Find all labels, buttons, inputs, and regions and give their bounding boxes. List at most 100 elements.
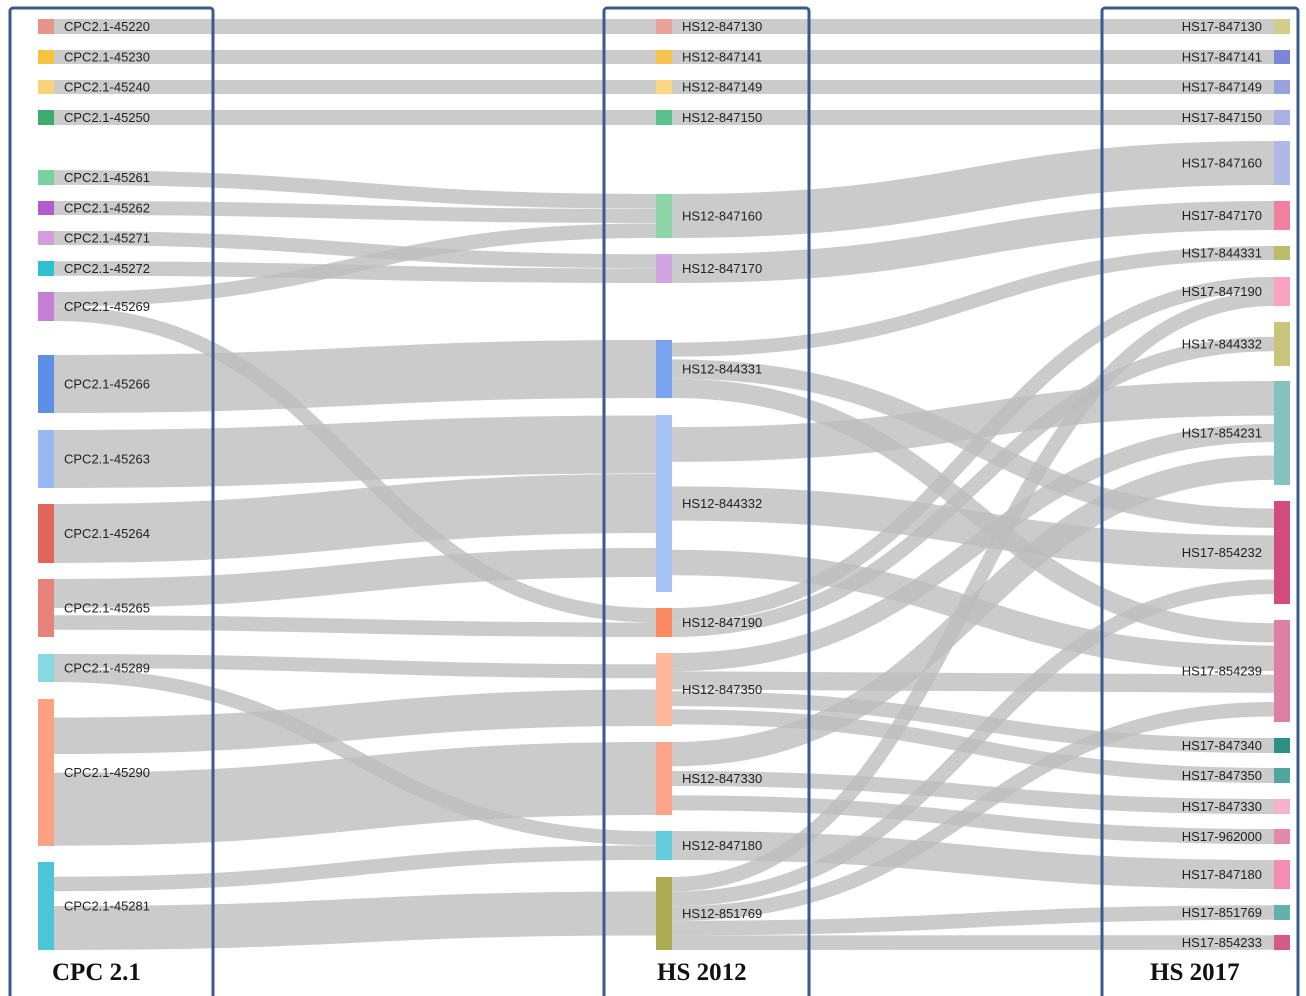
link-c45265-h847190 — [53, 615, 657, 637]
node-label-s847150: HS17-847150 — [1182, 110, 1262, 125]
node-c45262 — [38, 201, 54, 215]
node-s854231 — [1274, 381, 1290, 485]
link-h847350-s854239 — [671, 671, 1275, 693]
node-label-h847180: HS12-847180 — [682, 838, 762, 853]
link-c45262-h847160 — [53, 201, 657, 223]
node-c45230 — [38, 50, 54, 64]
link-h847190-s844332 — [671, 336, 1275, 637]
node-label-c45266: CPC2.1-45266 — [64, 377, 150, 392]
node-s847330 — [1274, 799, 1290, 814]
link-c45263-h844332 — [53, 415, 657, 488]
node-s844332 — [1274, 322, 1290, 366]
node-label-s847180: HS17-847180 — [1182, 867, 1262, 882]
link-h851769-s854239 — [671, 701, 1275, 921]
node-label-s847141: HS17-847141 — [1182, 50, 1262, 65]
link-c45265-h844332 — [53, 548, 657, 608]
node-label-h847130: HS12-847130 — [682, 19, 762, 34]
node-s854232 — [1274, 501, 1290, 604]
column-titles: CPC 2.1 HS 2012 HS 2017 — [52, 959, 1240, 986]
column-title-cpc: CPC 2.1 — [52, 959, 141, 986]
column-frames — [8, 6, 1300, 996]
node-label-h847190: HS12-847190 — [682, 615, 762, 630]
node-s847130 — [1274, 19, 1290, 34]
link-h844331-s854239 — [671, 378, 1275, 643]
node-c45266 — [38, 355, 54, 413]
link-h847350-s847340 — [671, 691, 1275, 753]
node-s847141 — [1274, 50, 1290, 64]
node-label-s854233: HS17-854233 — [1182, 935, 1262, 950]
node-s847340 — [1274, 738, 1290, 753]
node-s847150 — [1274, 110, 1290, 125]
node-label-s847149: HS17-847149 — [1182, 80, 1262, 95]
node-label-c45263: CPC2.1-45263 — [64, 452, 150, 467]
link-h844332-s854232 — [671, 486, 1275, 570]
link-h847330-s847330 — [671, 771, 1275, 814]
node-label-h847141: HS12-847141 — [682, 50, 762, 65]
node-label-c45264: CPC2.1-45264 — [64, 526, 150, 541]
node-c45271 — [38, 231, 54, 245]
node-label-c45269: CPC2.1-45269 — [64, 299, 150, 314]
node-label-s847130: HS17-847130 — [1182, 19, 1262, 34]
node-h847149 — [656, 80, 672, 94]
link-c45264-h844332 — [53, 474, 657, 563]
node-h847180 — [656, 831, 672, 860]
node-h847160 — [656, 194, 672, 238]
link-c45289-h847350 — [53, 654, 657, 679]
node-label-s847190: HS17-847190 — [1182, 284, 1262, 299]
node-h847141 — [656, 50, 672, 64]
node-s847190 — [1274, 277, 1290, 306]
node-h847170 — [656, 254, 672, 283]
link-c45261-h847160 — [53, 170, 657, 209]
node-s854239 — [1274, 620, 1290, 722]
node-label-c45230: CPC2.1-45230 — [64, 50, 150, 65]
node-c45289 — [38, 654, 54, 682]
node-c45290 — [38, 699, 54, 846]
node-label-h847170: HS12-847170 — [682, 261, 762, 276]
node-c45265 — [38, 579, 54, 637]
node-label-s844331: HS17-844331 — [1182, 246, 1262, 261]
link-c45266-h844331 — [53, 340, 657, 413]
node-label-c45271: CPC2.1-45271 — [64, 231, 150, 246]
node-s854233 — [1274, 935, 1290, 950]
link-c45290-h847330 — [53, 742, 657, 846]
node-label-c45261: CPC2.1-45261 — [64, 170, 150, 185]
node-c45261 — [38, 170, 54, 185]
node-s844331 — [1274, 246, 1290, 260]
link-c45271-h847170 — [53, 231, 657, 269]
column-title-hs2017: HS 2017 — [1150, 959, 1240, 986]
node-h847350 — [656, 653, 672, 726]
link-c45290-h847350 — [53, 689, 657, 754]
node-label-c45289: CPC2.1-45289 — [64, 661, 150, 676]
node-label-s851769: HS17-851769 — [1182, 905, 1262, 920]
node-c45281 — [38, 862, 54, 950]
node-label-c45262: CPC2.1-45262 — [64, 201, 150, 216]
link-h847350-s854231 — [671, 423, 1275, 672]
link-h851769-s854232 — [671, 579, 1275, 907]
node-s847180 — [1274, 860, 1290, 889]
node-label-c45272: CPC2.1-45272 — [64, 261, 150, 276]
node-h844332 — [656, 415, 672, 592]
link-h844332-s854231 — [671, 380, 1275, 462]
node-c45272 — [38, 261, 54, 276]
node-s962000 — [1274, 829, 1290, 844]
link-h847330-s854231 — [671, 455, 1275, 767]
node-h847150 — [656, 110, 672, 125]
node-s847350 — [1274, 768, 1290, 783]
node-c45240 — [38, 80, 54, 94]
link-c45289-h847180 — [53, 668, 657, 846]
node-label-c45240: CPC2.1-45240 — [64, 80, 150, 95]
node-label-c45281: CPC2.1-45281 — [64, 899, 150, 914]
link-h847190-s847190 — [671, 277, 1275, 623]
node-label-s847170: HS17-847170 — [1182, 208, 1262, 223]
node-label-s844332: HS17-844332 — [1182, 337, 1262, 352]
node-label-h844332: HS12-844332 — [682, 496, 762, 511]
node-s847170 — [1274, 201, 1290, 230]
node-label-h851769: HS12-851769 — [682, 906, 762, 921]
node-h847130 — [656, 19, 672, 34]
node-label-c45290: CPC2.1-45290 — [64, 765, 150, 780]
node-label-h847330: HS12-847330 — [682, 771, 762, 786]
link-c45272-h847170 — [53, 261, 657, 283]
link-h844331-s844331 — [671, 246, 1275, 357]
node-label-s847160: HS17-847160 — [1182, 156, 1262, 171]
column-title-hs2012: HS 2012 — [657, 959, 747, 986]
